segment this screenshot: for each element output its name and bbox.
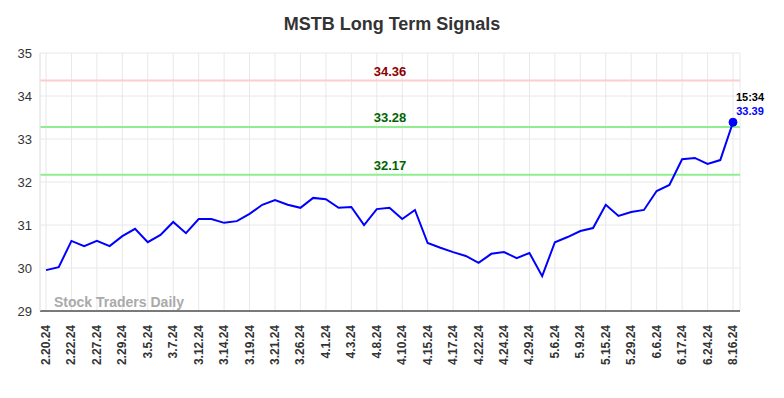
- svg-text:5.29.24: 5.29.24: [624, 325, 638, 365]
- svg-text:34: 34: [18, 89, 32, 104]
- svg-text:3.26.24: 3.26.24: [293, 325, 307, 365]
- svg-text:3.21.24: 3.21.24: [268, 325, 282, 365]
- svg-text:35: 35: [18, 46, 32, 61]
- svg-text:31: 31: [18, 218, 32, 233]
- svg-text:3.14.24: 3.14.24: [217, 325, 231, 365]
- svg-text:6.17.24: 6.17.24: [675, 325, 689, 365]
- svg-text:4.15.24: 4.15.24: [421, 325, 435, 365]
- svg-text:33.28: 33.28: [374, 110, 407, 125]
- svg-text:3.12.24: 3.12.24: [192, 325, 206, 365]
- svg-text:2.22.24: 2.22.24: [64, 325, 78, 365]
- svg-text:32.17: 32.17: [374, 158, 407, 173]
- svg-text:3.7.24: 3.7.24: [166, 325, 180, 359]
- svg-text:4.1.24: 4.1.24: [319, 325, 333, 359]
- svg-text:4.8.24: 4.8.24: [370, 325, 384, 359]
- html-text:MSTB Long Term Signals: MSTB Long Term Signals: [283, 14, 501, 34]
- svg-text:3.5.24: 3.5.24: [141, 325, 155, 359]
- svg-text:6.24.24: 6.24.24: [701, 325, 715, 365]
- svg-text:5.15.24: 5.15.24: [599, 325, 613, 365]
- svg-text:5.9.24: 5.9.24: [573, 325, 587, 359]
- svg-text:4.3.24: 4.3.24: [344, 325, 358, 359]
- svg-text:33: 33: [18, 132, 32, 147]
- svg-text:34.36: 34.36: [374, 64, 407, 79]
- html-text:Stock Traders Daily: Stock Traders Daily: [54, 294, 184, 310]
- svg-text:4.17.24: 4.17.24: [446, 325, 460, 365]
- svg-text:2.20.24: 2.20.24: [39, 325, 53, 365]
- svg-text:4.29.24: 4.29.24: [522, 325, 536, 365]
- svg-text:4.22.24: 4.22.24: [472, 325, 486, 365]
- svg-text:32: 32: [18, 175, 32, 190]
- svg-text:30: 30: [18, 261, 32, 276]
- svg-text:3.19.24: 3.19.24: [243, 325, 257, 365]
- svg-text:2.27.24: 2.27.24: [90, 325, 104, 365]
- svg-text:2.29.24: 2.29.24: [115, 325, 129, 365]
- svg-text:5.6.24: 5.6.24: [548, 325, 562, 359]
- svg-text:33.39: 33.39: [736, 105, 764, 117]
- svg-text:8.16.24: 8.16.24: [726, 325, 740, 365]
- svg-text:6.6.24: 6.6.24: [650, 325, 664, 359]
- svg-text:15:34: 15:34: [736, 91, 765, 103]
- svg-text:4.10.24: 4.10.24: [395, 325, 409, 365]
- svg-text:4.24.24: 4.24.24: [497, 325, 511, 365]
- svg-text:29: 29: [18, 304, 32, 319]
